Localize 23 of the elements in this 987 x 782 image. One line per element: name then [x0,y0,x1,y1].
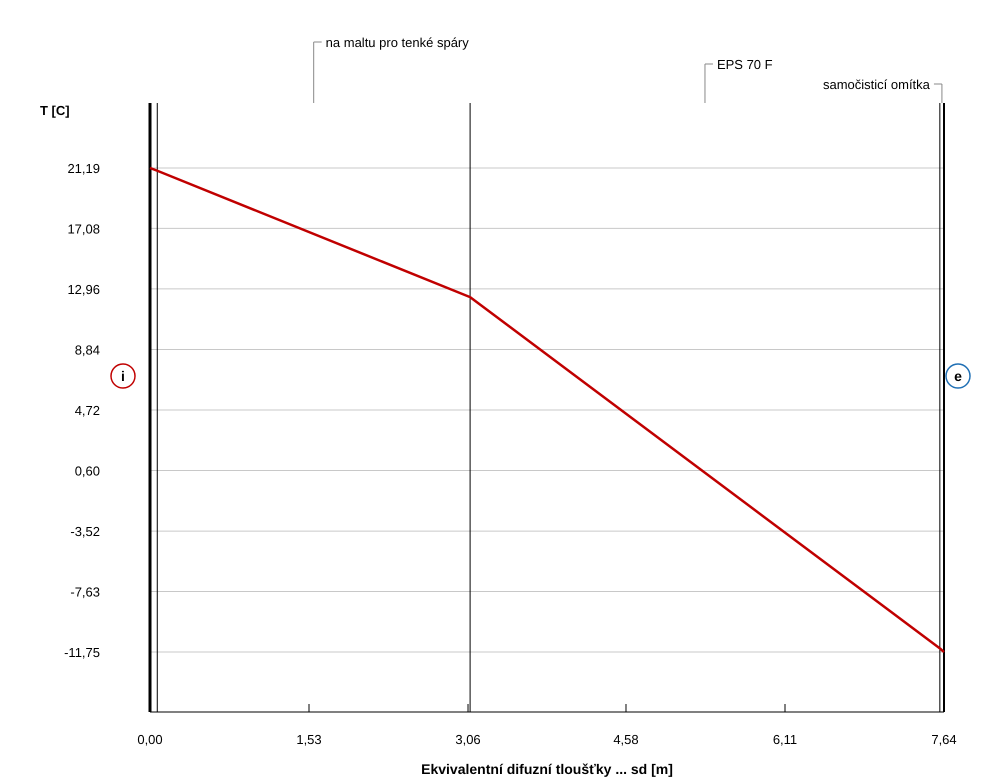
y-tick-label: -7,63 [70,584,100,600]
text: EPS 70 F [716,57,773,72]
x-tick-label: 3,06 [455,732,481,747]
y-tick-label: 21,19 [67,160,100,176]
y-tick-label: 8,84 [74,342,100,358]
line-series [148,166,946,654]
x-tick-label: 0,00 [137,732,163,747]
text: samočisticí omítka [823,77,931,92]
x-axis-title: Ekvivalentní difuzní tloušťky ... sd [m] [421,761,673,777]
y-tick-label: -11,75 [64,645,100,660]
x-tick-label: 1,53 [296,732,322,747]
y-axis-title: T [C] [40,103,70,118]
text: e [954,368,962,384]
text: na maltu pro tenké spáry [326,35,470,50]
y-tick-label: -3,52 [70,524,100,540]
y-tick-label: 17,08 [67,221,100,236]
x-tick-label: 7,64 [931,732,957,747]
text: i [121,368,125,384]
x-tick-label: 6,11 [772,732,798,747]
x-tick-label: 4,58 [613,732,639,747]
y-tick-label: 4,72 [74,403,100,418]
y-tick-label: 0,60 [74,464,100,479]
y-tick-label: 12,96 [67,282,100,297]
